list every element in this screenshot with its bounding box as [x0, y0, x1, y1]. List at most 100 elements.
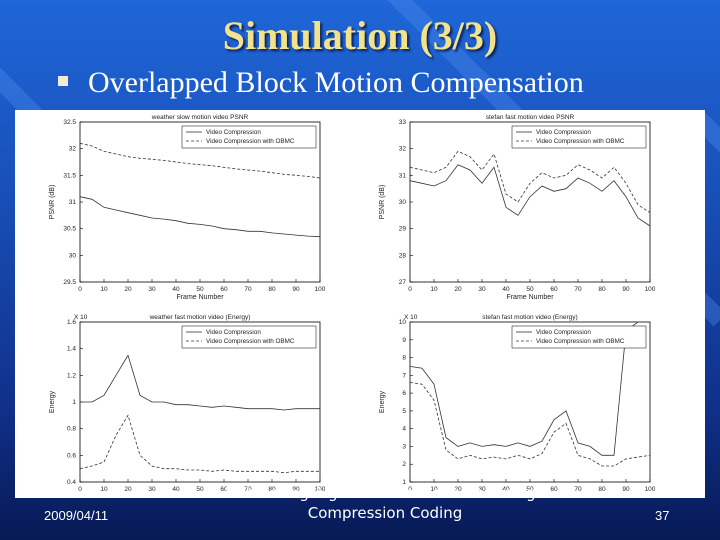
y-tick-label: 32 [69, 146, 77, 153]
x-tick-label: 40 [172, 286, 180, 293]
x-tick-label: 80 [598, 286, 606, 293]
x-tick-label: 50 [526, 286, 534, 293]
x-tick-label: 60 [550, 286, 558, 293]
y-axis-label: PSNR (dB) [49, 185, 56, 220]
x-tick-label: 0 [78, 486, 82, 493]
series-line-1 [79, 196, 321, 238]
y-tick-label: 30 [399, 199, 407, 206]
x-tick-label: 60 [220, 486, 228, 493]
footer-date: 2009/04/11 [44, 508, 109, 523]
x-tick-label: 10 [100, 286, 108, 293]
x-tick-label: 60 [220, 286, 228, 293]
chart-3: weather fast motion video (Energy) 0 10 20 3… [49, 314, 326, 493]
y-tick-label: 0.6 [67, 452, 76, 459]
x-tick-label: 90 [292, 286, 300, 293]
x-tick-label: 70 [244, 286, 252, 293]
y-tick-label: 2 [402, 461, 406, 468]
chart-title: stefan fast motion video PSNR [486, 114, 575, 121]
series-line-1 [409, 164, 651, 227]
x-tick-label: 50 [196, 486, 204, 493]
legend-box [511, 125, 647, 149]
y-tick-label: 1 [72, 399, 76, 406]
y-tick-label: 9 [402, 337, 406, 344]
x-tick-label: 40 [172, 486, 180, 493]
x-axis-label: Frame Number [506, 294, 554, 301]
x-tick-label: 90 [622, 286, 630, 293]
x-tick-label: 80 [268, 286, 276, 293]
y-tick-label: 31 [69, 199, 77, 206]
x-tick-label: 40 [502, 486, 510, 493]
x-tick-label: 70 [574, 286, 582, 293]
y-tick-label: 31.5 [63, 172, 76, 179]
x-tick-label: 70 [574, 486, 582, 493]
legend-label: Video Compression with OBMC [536, 138, 625, 145]
chart-title: weather slow motion video PSNR [151, 114, 249, 121]
y-tick-label: 33 [399, 119, 407, 126]
legend-label: Video Compression [206, 129, 261, 136]
y-tick-label: 27 [399, 279, 407, 286]
x-tick-label: 80 [268, 486, 276, 493]
x-tick-label: 50 [196, 286, 204, 293]
y-tick-label: 5 [402, 408, 406, 415]
y-tick-label: 32.5 [63, 119, 76, 126]
y-axis-label: Energy [379, 390, 386, 413]
y-tick-label: 1 [402, 479, 406, 486]
chart-4: stefan fast motion video (Energy) 0 10 20 30… [379, 314, 656, 493]
x-tick-label: 100 [315, 486, 326, 493]
legend-label: Video Compression [536, 329, 591, 336]
y-tick-label: 10 [399, 319, 407, 326]
page-number: 37 [655, 508, 670, 523]
y-tick-label: 30.5 [63, 226, 76, 233]
x-tick-label: 10 [100, 486, 108, 493]
series-line-2 [409, 150, 651, 214]
x-tick-label: 20 [124, 486, 132, 493]
y-tick-label: 32 [399, 146, 407, 153]
x-tick-label: 10 [430, 486, 438, 493]
y-tick-label: 31 [399, 172, 407, 179]
chart-2: stefan fast motion video PSNR 0 10 20 30 40 50… [379, 114, 656, 301]
bullet-square-icon [58, 76, 68, 86]
x-tick-label: 20 [454, 486, 462, 493]
y-tick-label: 0.8 [67, 426, 76, 433]
y-tick-label: 0.4 [67, 479, 76, 486]
x-tick-label: 20 [124, 286, 132, 293]
chart-title: stefan fast motion video (Energy) [482, 314, 577, 321]
legend-label: Video Compression with OBMC [206, 338, 295, 345]
series-line-2 [79, 414, 320, 474]
y-axis-label: Energy [49, 390, 56, 413]
x-tick-label: 0 [408, 286, 412, 293]
x-tick-label: 40 [502, 286, 510, 293]
series-line-1 [409, 321, 650, 456]
y-tick-label: 1.4 [67, 346, 76, 353]
footer-title: Deblocking Algorithms in Video and Image… [225, 484, 545, 522]
y-tick-label: 3 [402, 443, 406, 450]
legend-box [181, 125, 317, 149]
slide-title: Simulation (3/3) [222, 13, 498, 58]
y-tick-label: 28 [399, 252, 407, 259]
x-tick-label: 90 [292, 486, 300, 493]
x-tick-label: 70 [244, 486, 252, 493]
chart-1: weather slow motion video PSNR 0 10 20 30 40 5… [49, 114, 326, 301]
x-tick-label: 10 [430, 286, 438, 293]
x-tick-label: 100 [315, 286, 326, 293]
x-tick-label: 100 [645, 486, 656, 493]
y-tick-label: 7 [402, 372, 406, 379]
x-tick-label: 90 [622, 486, 630, 493]
x-tick-label: 30 [478, 486, 486, 493]
plot-frame [79, 321, 321, 483]
y-tick-label: 8 [402, 355, 406, 362]
y-axis-label: PSNR (dB) [379, 185, 386, 220]
x-tick-label: 50 [526, 486, 534, 493]
x-tick-label: 60 [550, 486, 558, 493]
x-tick-label: 30 [478, 286, 486, 293]
x-tick-label: 0 [408, 486, 412, 493]
y-tick-label: 6 [402, 390, 406, 397]
bullet-text: Overlapped Block Motion Compensation [88, 66, 584, 99]
legend-label: Video Compression with OBMC [536, 338, 625, 345]
x-axis-label: Frame Number [176, 294, 224, 301]
x-tick-label: 30 [148, 486, 156, 493]
x-tick-label: 80 [598, 486, 606, 493]
series-line-2 [409, 382, 651, 467]
x-tick-label: 100 [645, 286, 656, 293]
